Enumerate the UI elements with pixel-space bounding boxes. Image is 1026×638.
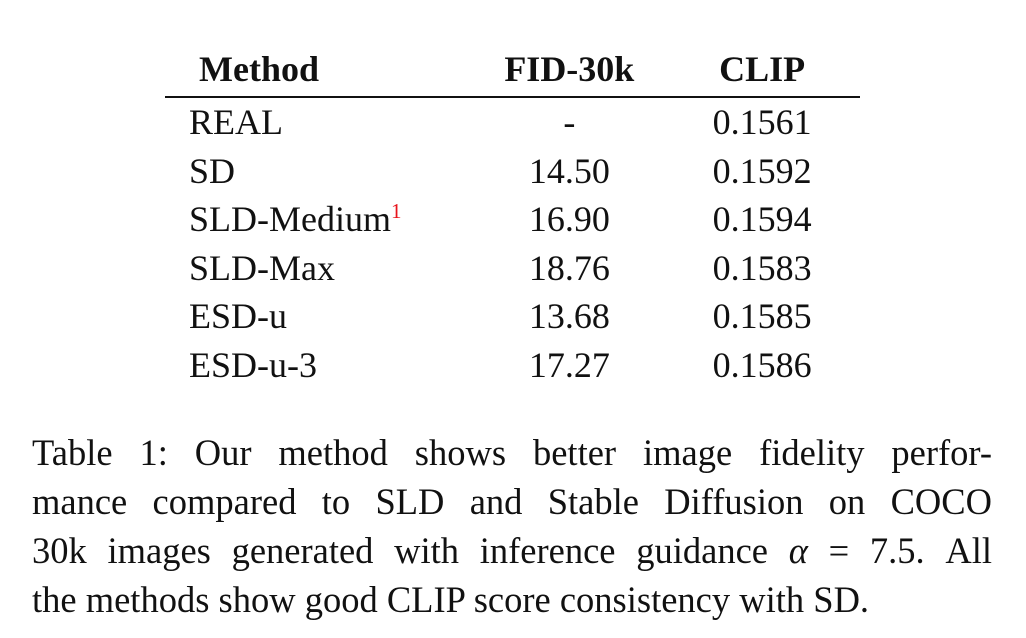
method-label: SLD-Max bbox=[189, 247, 335, 288]
table-row: REAL - 0.1561 bbox=[165, 97, 860, 147]
caption-text: = 7.5. All bbox=[807, 530, 992, 571]
cell-clip: 0.1561 bbox=[712, 102, 812, 143]
cell-fid: 18.76 bbox=[528, 247, 610, 288]
method-label: SLD-Medium bbox=[189, 199, 391, 240]
method-label: REAL bbox=[189, 102, 283, 143]
cell-method: SLD-Medium1 bbox=[165, 195, 474, 244]
cell-clip: 0.1594 bbox=[712, 199, 812, 240]
table-header-row: Method FID-30k CLIP bbox=[165, 42, 860, 98]
cell-method: SD bbox=[165, 147, 474, 196]
results-table-container: Method FID-30k CLIP REAL - 0.1561 SD 14.… bbox=[165, 42, 860, 389]
caption-line: 30k images generated with inference guid… bbox=[32, 526, 992, 575]
cell-method: ESD-u bbox=[165, 292, 474, 341]
table-caption: Table 1: Our method shows better image f… bbox=[32, 428, 992, 624]
footnote-link[interactable]: 1 bbox=[391, 199, 402, 224]
cell-fid: 14.50 bbox=[528, 150, 610, 191]
table-row: SLD-Max 18.76 0.1583 bbox=[165, 244, 860, 293]
caption-line: the methods show good CLIP score consist… bbox=[32, 579, 870, 620]
cell-clip: 0.1585 bbox=[712, 296, 812, 337]
header-fid: FID-30k bbox=[474, 42, 665, 98]
table-row: SLD-Medium1 16.90 0.1594 bbox=[165, 195, 860, 244]
cell-fid: - bbox=[563, 102, 576, 143]
method-label: ESD-u bbox=[189, 296, 287, 337]
cell-method: SLD-Max bbox=[165, 244, 474, 293]
method-label: ESD-u-3 bbox=[189, 344, 317, 385]
header-clip: CLIP bbox=[664, 42, 860, 98]
cell-method: REAL bbox=[165, 97, 474, 147]
table-row: ESD-u-3 17.27 0.1586 bbox=[165, 341, 860, 390]
cell-clip: 0.1583 bbox=[712, 247, 812, 288]
table-row: SD 14.50 0.1592 bbox=[165, 147, 860, 196]
cell-fid: 13.68 bbox=[528, 296, 610, 337]
caption-line: Table 1: Our method shows better image f… bbox=[32, 432, 992, 473]
cell-fid: 16.90 bbox=[528, 199, 610, 240]
results-table: Method FID-30k CLIP REAL - 0.1561 SD 14.… bbox=[165, 42, 860, 389]
method-label: SD bbox=[189, 150, 236, 191]
header-method: Method bbox=[165, 42, 475, 98]
caption-text: 30k images generated with inference guid… bbox=[32, 530, 789, 571]
caption-line: mance compared to SLD and Stable Diffusi… bbox=[32, 481, 992, 522]
cell-clip: 0.1592 bbox=[712, 150, 812, 191]
alpha-symbol: α bbox=[788, 530, 808, 571]
table-row: ESD-u 13.68 0.1585 bbox=[165, 292, 860, 341]
cell-fid: 17.27 bbox=[528, 344, 610, 385]
cell-method: ESD-u-3 bbox=[165, 341, 474, 390]
cell-clip: 0.1586 bbox=[712, 344, 812, 385]
